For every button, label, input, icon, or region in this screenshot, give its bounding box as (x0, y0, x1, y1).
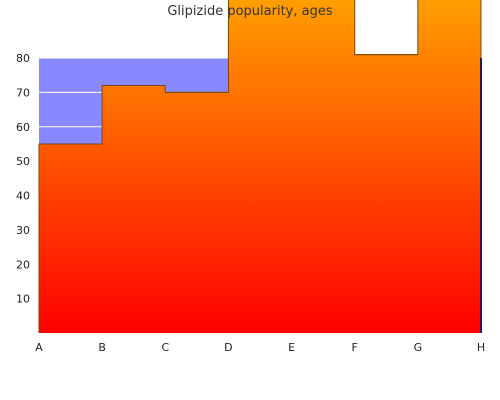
x-tick-label: A (35, 341, 43, 354)
y-tick-label: 50 (16, 155, 30, 168)
series-area-outline (38, 0, 482, 333)
y-tick-label: 60 (16, 121, 30, 134)
x-tick-label: G (414, 341, 423, 354)
chart-title: Glipizide popularity, ages (167, 4, 333, 19)
x-tick-label: B (98, 341, 106, 354)
x-tick-label: E (288, 341, 295, 354)
y-tick-label: 40 (16, 190, 30, 203)
y-tick-label: 30 (16, 224, 30, 237)
series-area (39, 0, 481, 333)
x-tick-label: H (477, 341, 485, 354)
y-tick-label: 80 (16, 52, 30, 65)
x-tick-label: C (161, 341, 169, 354)
x-tick-label: F (352, 341, 358, 354)
x-tick-label: D (224, 341, 232, 354)
y-tick-label: 10 (16, 293, 30, 306)
y-tick-label: 70 (16, 86, 30, 99)
y-tick-label: 20 (16, 258, 30, 271)
